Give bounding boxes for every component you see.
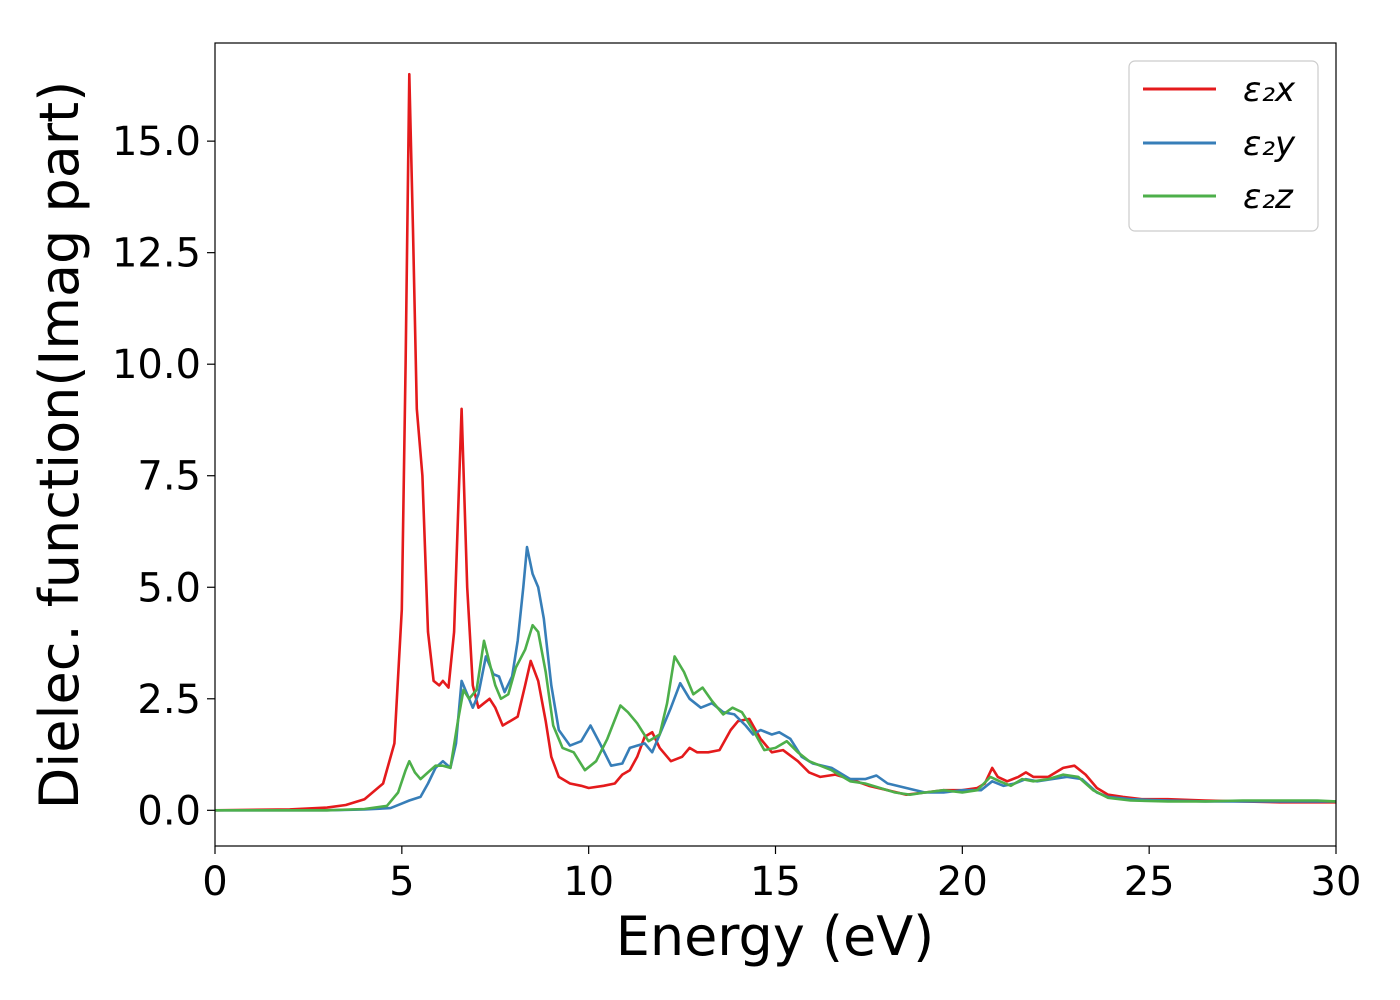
series-layer — [214, 72, 1337, 812]
tick-layer: 0 5 10 15 20 25 30 0.0 2.5 5.0 7.5 10.0 12.5 15.0 — [112, 119, 1362, 905]
series-line-y — [215, 545, 1336, 812]
legend: ε₂x ε₂y ε₂z — [1128, 60, 1319, 232]
x-tick-label: 20 — [937, 859, 988, 905]
x-axis-title: Energy (eV) — [616, 905, 935, 968]
x-tick-label: 5 — [389, 859, 414, 905]
x-tick-label: 25 — [1124, 859, 1175, 905]
legend-label-z: ε₂z — [1243, 177, 1294, 217]
legend-label-x: ε₂x — [1243, 70, 1296, 110]
y-tick-label: 15.0 — [112, 119, 201, 165]
x-tick-label: 15 — [750, 859, 801, 905]
x-tick-label: 10 — [563, 859, 614, 905]
x-tick-label: 0 — [202, 859, 227, 905]
y-tick-label: 12.5 — [112, 231, 201, 277]
legend-label-y: ε₂y — [1243, 124, 1296, 164]
y-tick-label: 0.0 — [137, 788, 201, 834]
series-line-z — [215, 623, 1337, 812]
y-tick-label: 10.0 — [112, 342, 201, 388]
y-tick-label: 7.5 — [137, 454, 201, 500]
y-tick-label: 2.5 — [137, 677, 201, 723]
legend-box — [1128, 60, 1319, 232]
x-tick-label: 30 — [1311, 859, 1362, 905]
y-tick-label: 5.0 — [137, 565, 201, 611]
plot-frame — [214, 42, 1337, 847]
series-line-x — [214, 72, 1336, 812]
y-axis-title: Dielec. function(Imag part) — [28, 81, 91, 810]
